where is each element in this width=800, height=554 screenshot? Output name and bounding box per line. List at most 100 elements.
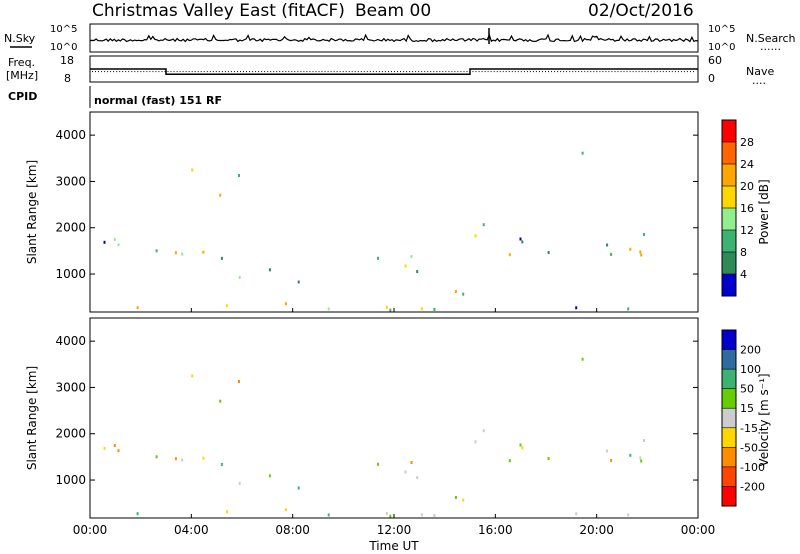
colorbar-segment xyxy=(722,349,736,370)
nave-dot xyxy=(185,71,187,73)
nave-dot xyxy=(209,71,211,73)
nave-dot xyxy=(391,71,392,73)
nave-dot xyxy=(363,71,365,73)
nave-dot xyxy=(508,71,510,73)
nave-dot xyxy=(252,71,254,73)
nave-dot xyxy=(240,71,241,73)
nave-dot xyxy=(520,71,522,73)
nave-dot xyxy=(288,71,290,73)
y-tick-label: 2000 xyxy=(55,427,86,441)
power-cell xyxy=(284,302,287,306)
nave-dot xyxy=(644,71,646,73)
nave-dot xyxy=(587,71,589,73)
nave-dot xyxy=(206,71,208,73)
nave-dot xyxy=(514,71,516,73)
x-axis-label: Time UT xyxy=(368,539,419,553)
colorbar-segment xyxy=(722,142,736,165)
nave-dot xyxy=(200,71,202,73)
velocity-cell xyxy=(519,443,522,447)
nave-dot xyxy=(662,71,664,73)
colorbar-tick-label: 15 xyxy=(740,402,754,415)
nave-dot xyxy=(671,71,673,73)
nave-dot xyxy=(693,71,694,73)
nave-dot xyxy=(282,71,284,73)
nave-dot xyxy=(638,71,640,73)
velocity-cell xyxy=(377,462,379,466)
nave-dot xyxy=(406,71,408,73)
velocity-cell xyxy=(202,456,205,460)
nave-dot xyxy=(155,71,157,73)
colorbar-segment xyxy=(722,466,736,487)
nave-tick-bottom: 0 xyxy=(708,72,715,85)
nave-dot xyxy=(366,71,368,73)
nave-dot xyxy=(502,71,504,73)
power-colorbar: 28 24 20 16 12 8 4 xyxy=(721,119,754,297)
nave-dot xyxy=(125,71,127,73)
power-cell xyxy=(643,233,645,236)
nave-dot xyxy=(400,71,401,73)
nave-dot xyxy=(249,71,250,73)
colorbar-segment xyxy=(722,164,736,187)
velocity-cell xyxy=(640,459,643,463)
nave-dot xyxy=(339,71,341,73)
nave-dot xyxy=(176,71,178,73)
nave-dot xyxy=(360,71,362,73)
nave-dot xyxy=(430,71,432,73)
y-tick-label: 4000 xyxy=(55,128,86,142)
velocity-cell xyxy=(113,444,116,447)
nave-dot xyxy=(418,71,420,73)
nave-dot xyxy=(110,71,112,73)
velocity-cell xyxy=(220,462,223,466)
power-cell xyxy=(454,290,457,293)
noise-right-tick-bottom: 10^0 xyxy=(708,42,735,53)
velocity-colorbar: 200 100 50 15 -15 -50 -100 -200 xyxy=(721,329,765,507)
power-cell xyxy=(385,305,388,309)
nave-dot xyxy=(490,71,492,73)
nave-dot xyxy=(98,71,99,73)
velocity-cell xyxy=(238,380,240,383)
x-tick-label: 08:00 xyxy=(275,523,310,537)
velocity-cell xyxy=(389,514,392,518)
nave-dot xyxy=(188,71,190,73)
nave-dot xyxy=(493,71,495,73)
nave-dot xyxy=(593,71,595,73)
nave-dot xyxy=(511,71,513,73)
power-cell xyxy=(521,240,524,244)
nave-dot xyxy=(656,71,658,73)
nave-dot xyxy=(104,71,106,73)
nave-dot xyxy=(472,71,474,73)
nave-dot xyxy=(605,71,607,73)
nave-dot xyxy=(381,71,383,73)
nave-dot xyxy=(267,71,269,73)
nave-dot xyxy=(617,71,619,73)
nave-dot xyxy=(303,71,305,73)
nave-dot xyxy=(264,71,266,73)
nave-dot xyxy=(608,71,610,73)
nave-dot xyxy=(227,71,229,73)
velocity-cell xyxy=(474,440,477,444)
freq-panel: Freq. [MHz] 18 8 60 0 Nave .... xyxy=(6,54,774,87)
nave-dot xyxy=(388,71,389,73)
nave-dot xyxy=(641,71,643,73)
velocity-cell xyxy=(174,457,177,461)
colorbar-segment xyxy=(722,230,736,253)
nave-dot xyxy=(173,71,175,73)
nave-dot xyxy=(463,71,465,73)
power-cell xyxy=(225,304,228,308)
velocity-cell xyxy=(410,461,413,464)
nave-dot xyxy=(686,71,688,73)
nave-dot xyxy=(384,71,386,73)
nsearch-label: N.Search xyxy=(746,32,796,45)
nave-dot xyxy=(348,71,350,73)
nave-dot xyxy=(309,71,311,73)
nave-dot xyxy=(683,71,685,73)
velocity-cell xyxy=(327,513,330,517)
nave-dot xyxy=(152,71,154,73)
power-heatmap xyxy=(103,151,645,312)
nave-dot xyxy=(635,71,637,73)
nave-dot xyxy=(632,71,634,73)
nave-dot xyxy=(505,71,507,73)
power-cell xyxy=(181,252,184,256)
velocity-cell xyxy=(385,511,388,515)
